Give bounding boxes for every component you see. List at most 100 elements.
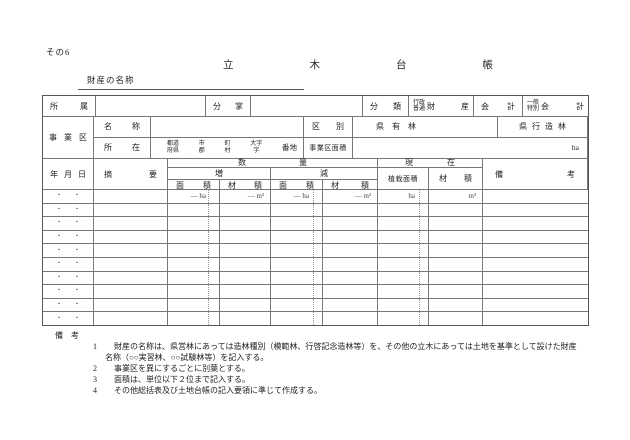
note-text: 面積は、単位以下２位まで記入する。 [114,375,250,384]
date-separator-dot: ・ [74,261,81,268]
zone-area-label: 事業区面積 [304,137,353,158]
decrease-volume-cell [323,312,378,325]
date-separator-dot: ・ [55,193,62,200]
date-cell: ・・ [43,285,94,298]
current-sub-row: 植栽面積 材積 [378,168,482,189]
decrease-area-cell [271,257,323,271]
general-label: 一般 [527,99,540,106]
decrease-volume-cell [323,203,378,217]
increase-area-cell [168,312,220,325]
admin-ordinary-stack: 行政 普通 [413,100,425,113]
summary-cell [94,298,168,312]
current-volume-cell: m³ [429,190,483,203]
remarks-cell [483,231,588,244]
unit-label: ha [408,192,415,201]
increase-volume-cell [220,298,271,312]
remarks-cell [483,204,588,217]
remarks-header: 備考 [483,159,588,189]
remarks-cell [483,312,588,325]
summary-header: 摘要 [94,159,168,189]
planted-area-cell [378,230,429,244]
date-cell: ・・ [43,298,94,312]
info-row-business-zone: 事業区 名称 区別 県有林 県行造林 所在 都道 府県 [43,117,588,159]
decrease-volume-cell [323,230,378,244]
ordinary-label: 普通 [413,106,426,112]
increase-volume-cell [220,244,271,257]
planted-area-header: 植栽面積 [378,168,429,189]
date-cell: ・・ [43,217,94,230]
info-row-affiliation: 所属 分掌 分類 行政 普通 財産 会計 一般 特別 [43,96,588,117]
current-header-group: 現在 植栽面積 材積 [378,159,483,189]
decrease-area-header: 面積 [271,180,323,191]
decrease-area-cell [271,285,323,298]
oaza-aza-stack: 大字 字 [250,141,262,154]
note-text-continuation: 名称（○○実習林、○○試験林等）を記入する。 [105,353,269,362]
summary-cell [94,244,168,257]
increase-area-cell [168,285,220,298]
current-volume-header: 材積 [439,174,472,183]
location-row: 所在 都道 府県 市 郡 町 村 [94,137,588,158]
account-suffix-label: 会計 [541,101,584,111]
date-cell: ・・ [43,271,94,285]
current-header: 現在 [378,159,482,168]
admin-label: 行政 [413,99,426,106]
aza-label: 字 [253,147,260,154]
location-label: 所在 [94,137,151,158]
decrease-volume-cell: — m³ [323,190,378,203]
quantity-header: 数量 [168,159,377,168]
increase-area-cell [168,230,220,244]
planted-area-cell [378,298,429,312]
current-volume-cell [429,285,483,298]
planted-area-cell [378,271,429,285]
property-name-label: 財産の名称 [78,74,304,90]
note-number: 1 [93,342,97,351]
zone-area-value-cell: ha [353,137,588,158]
table-row: ・・ [43,312,588,325]
remarks-cell [483,244,588,257]
date-separator-dot: ・ [55,247,62,254]
decrease-area-cell: — ha [271,190,323,203]
kubetsu-option-prefectural-afforestation: 県行造林 [498,117,588,137]
ledger-header: 年月日 摘要 数量 増 減 面積 材積 面積 材積 現在 植栽面積 [43,159,588,191]
name-value-cell [151,117,304,137]
date-cell: ・・ [43,230,94,244]
increase-volume-cell [220,285,271,298]
date-separator-dot: ・ [74,220,81,227]
date-cell: ・・ [43,312,94,325]
date-separator-dot: ・ [55,288,62,295]
remarks-cell [483,299,588,312]
notes-heading: 備考 [55,331,87,340]
general-special-stack: 一般 特別 [527,100,539,113]
remarks-cell [483,258,588,271]
affiliation-value-cell [96,96,206,116]
date-cell: ・・ [43,244,94,257]
date-header: 年月日 [43,159,94,189]
date-separator-dot: ・ [55,220,62,227]
todou-label: 都道 [167,141,180,148]
decrease-header: 減 [320,169,328,178]
banchi-label: 番地 [282,143,297,153]
date-separator-dot: ・ [55,234,62,241]
summary-cell [94,312,168,325]
division-label: 分掌 [206,96,251,116]
increase-volume-cell [220,203,271,217]
account-label: 会計 [474,96,523,116]
date-separator-dot: ・ [74,302,81,309]
note-text: 財産の名称は、県営林にあっては造林種別（模範林、行啓記念造林等）を、その他の立木… [114,342,577,351]
decrease-volume-cell [323,257,378,271]
decrease-area-cell [271,244,323,257]
business-zone-block: 名称 区別 県有林 県行造林 所在 都道 府県 市 [94,117,588,158]
planted-area-cell [378,312,429,325]
increase-area-cell [168,203,220,217]
kubetsu-label: 区別 [304,117,353,137]
quantity-header-group: 数量 増 減 面積 材積 面積 材積 [168,159,378,191]
current-volume-cell [429,203,483,217]
decrease-volume-cell [323,271,378,285]
table-row: ・・ — ha — m³ — ha — m³ ha m³ [43,190,588,204]
current-volume-cell [429,230,483,244]
note-item: 4 その他総括表及び土地台帳の記入要領に準じて作成する。 [93,385,627,396]
name-kubetsu-row: 名称 区別 県有林 県行造林 [94,117,588,138]
shi-label: 市 [198,141,205,148]
date-cell: ・・ [43,203,94,217]
